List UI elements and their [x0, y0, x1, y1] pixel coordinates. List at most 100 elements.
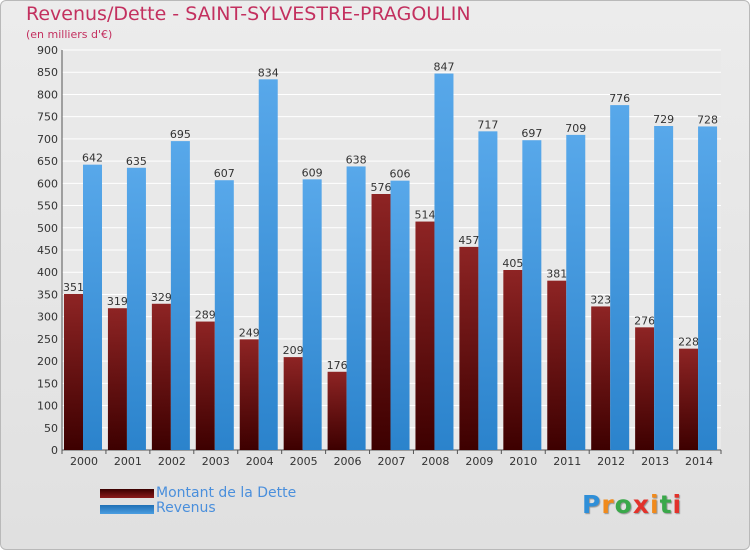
y-tick-label: 500	[37, 222, 58, 235]
y-tick-label: 700	[37, 133, 58, 146]
label-dette: 457	[458, 234, 479, 247]
bar-revenus	[610, 105, 630, 450]
label-revenus: 638	[346, 153, 367, 166]
y-tick-label: 150	[37, 377, 58, 390]
label-dette: 329	[151, 291, 172, 304]
label-dette: 209	[283, 344, 304, 357]
label-revenus: 709	[565, 122, 586, 135]
bar-dette	[415, 221, 435, 450]
label-revenus: 728	[697, 113, 718, 126]
bar-revenus	[390, 180, 410, 450]
y-tick-label: 600	[37, 177, 58, 190]
bar-dette	[327, 371, 347, 450]
y-tick-label: 350	[37, 288, 58, 301]
bar-dette	[283, 357, 303, 450]
y-tick-label: 400	[37, 266, 58, 279]
bar-dette	[679, 348, 699, 450]
bar-revenus	[522, 140, 542, 450]
y-tick-label: 450	[37, 244, 58, 257]
y-tick-label: 650	[37, 155, 58, 168]
label-dette: 249	[239, 326, 260, 339]
x-tick-label: 2000	[70, 455, 98, 468]
y-tick-label: 900	[37, 44, 58, 57]
logo-letter: P	[582, 490, 602, 519]
legend-swatch-revenus	[100, 505, 154, 514]
bar-revenus	[214, 180, 234, 450]
x-tick-label: 2012	[597, 455, 625, 468]
chart-title: Revenus/Dette - SAINT-SYLVESTRE-PRAGOULI…	[26, 3, 471, 25]
label-dette: 405	[502, 257, 523, 270]
x-tick-label: 2001	[114, 455, 142, 468]
y-tick-label: 200	[37, 355, 58, 368]
bar-dette	[107, 308, 127, 450]
bar-dette	[591, 306, 611, 450]
label-revenus: 717	[477, 118, 498, 131]
label-dette: 576	[371, 181, 392, 194]
x-tick-label: 2010	[509, 455, 537, 468]
y-tick-label: 0	[51, 444, 58, 457]
y-tick-label: 750	[37, 111, 58, 124]
label-dette: 323	[590, 293, 611, 306]
bar-revenus	[654, 126, 674, 450]
logo-letter: r	[601, 490, 615, 519]
bar-revenus	[126, 167, 146, 450]
y-tick-label: 250	[37, 333, 58, 346]
label-revenus: 729	[653, 113, 674, 126]
bar-dette	[239, 339, 259, 450]
bar-dette	[547, 280, 567, 450]
bar-revenus	[170, 141, 190, 450]
label-revenus: 697	[521, 127, 542, 140]
label-dette: 514	[414, 209, 435, 222]
x-tick-label: 2014	[685, 455, 713, 468]
proxiti-logo: Proxiti	[582, 490, 682, 519]
label-dette: 276	[634, 314, 655, 327]
label-revenus: 776	[609, 92, 630, 105]
label-revenus: 609	[302, 166, 323, 179]
bar-revenus	[698, 126, 718, 450]
x-tick-label: 2004	[246, 455, 274, 468]
x-tick-label: 2003	[202, 455, 230, 468]
x-tick-label: 2007	[378, 455, 406, 468]
bar-dette	[64, 294, 83, 450]
bar-revenus	[434, 73, 454, 451]
label-revenus: 607	[214, 167, 235, 180]
legend-swatch-dette	[100, 489, 154, 498]
legend-label-dette: Montant de la Dette	[156, 485, 297, 501]
logo-letter: i	[650, 490, 660, 519]
label-dette: 176	[327, 359, 348, 372]
label-revenus: 635	[126, 155, 147, 168]
x-tick-label: 2006	[334, 455, 362, 468]
label-dette: 319	[107, 295, 128, 308]
bar-revenus	[478, 131, 498, 451]
bar-dette	[151, 303, 171, 450]
y-tick-label: 100	[37, 400, 58, 413]
label-dette: 228	[678, 336, 699, 349]
y-tick-label: 850	[37, 66, 58, 79]
bar-dette	[503, 270, 523, 450]
bar-revenus	[346, 166, 366, 450]
bar-revenus	[258, 79, 278, 450]
bar-revenus	[302, 179, 322, 451]
bar-dette	[195, 321, 215, 450]
logo-letter: i	[672, 490, 683, 519]
bar-dette	[371, 194, 391, 450]
x-tick-label: 2013	[641, 455, 669, 468]
bar-revenus	[566, 134, 586, 450]
label-dette: 351	[63, 281, 84, 294]
x-tick-label: 2011	[553, 455, 581, 468]
x-tick-label: 2005	[290, 455, 318, 468]
x-tick-label: 2008	[421, 455, 449, 468]
x-tick-label: 2002	[158, 455, 186, 468]
logo-letter: t	[659, 490, 673, 519]
label-dette: 381	[546, 268, 567, 281]
logo-letter: o	[614, 490, 633, 519]
y-tick-label: 300	[37, 311, 58, 324]
label-dette: 289	[195, 309, 216, 322]
y-tick-label: 50	[44, 422, 58, 435]
bar-revenus	[83, 164, 102, 450]
label-revenus: 606	[390, 168, 411, 181]
logo-letter: x	[632, 490, 650, 519]
label-revenus: 847	[433, 61, 454, 74]
legend-label-revenus: Revenus	[156, 500, 216, 516]
